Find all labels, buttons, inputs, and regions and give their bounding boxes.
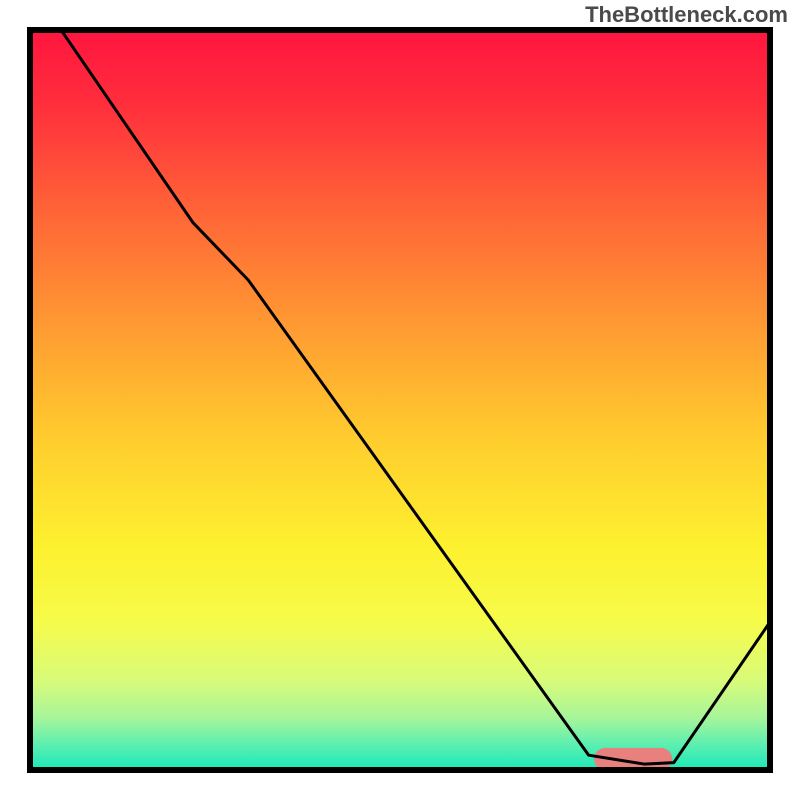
source-attribution: TheBottleneck.com [585, 2, 788, 28]
gradient-background [30, 30, 770, 770]
chart-svg [0, 0, 800, 800]
bottleneck-chart: TheBottleneck.com [0, 0, 800, 800]
